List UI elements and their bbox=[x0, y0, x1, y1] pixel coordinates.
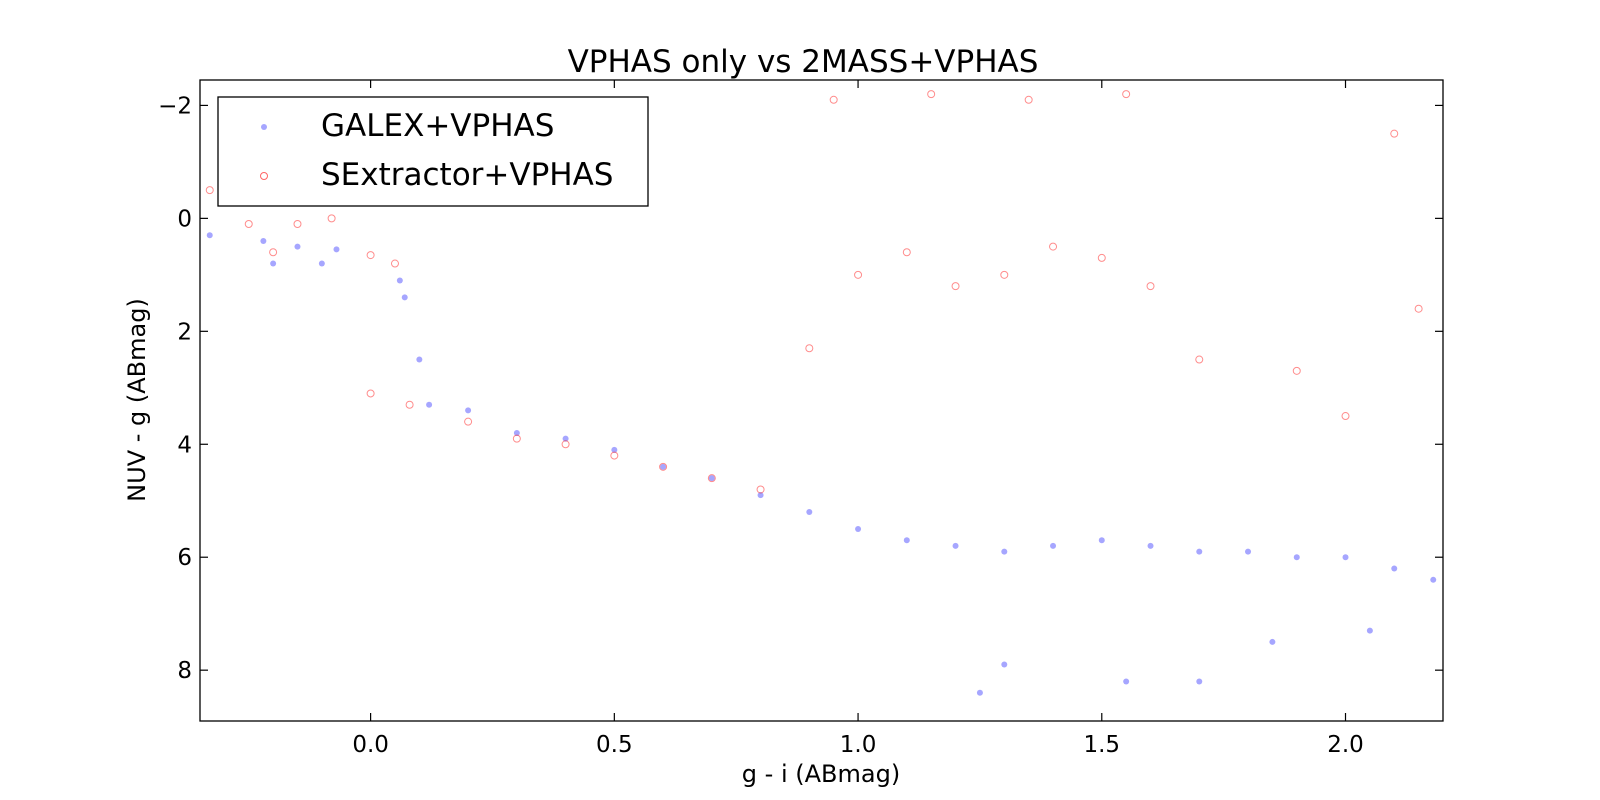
data-point bbox=[1391, 565, 1398, 572]
data-point bbox=[1097, 253, 1106, 262]
data-point bbox=[1000, 270, 1009, 279]
data-point bbox=[952, 542, 959, 549]
data-point bbox=[1196, 548, 1203, 555]
data-point bbox=[1123, 678, 1130, 685]
data-point bbox=[660, 463, 667, 470]
data-point bbox=[1342, 554, 1349, 561]
data-point bbox=[854, 270, 863, 279]
data-point bbox=[1245, 548, 1252, 555]
data-point bbox=[206, 232, 213, 239]
data-point bbox=[1430, 576, 1437, 583]
data-point bbox=[855, 525, 862, 532]
data-point bbox=[1292, 366, 1301, 375]
data-point bbox=[1195, 355, 1204, 364]
data-point bbox=[327, 214, 336, 223]
data-point bbox=[756, 485, 765, 494]
data-point bbox=[401, 294, 408, 301]
y-axis: −2 0 2 4 6 8 bbox=[158, 93, 1443, 684]
plot-frame bbox=[199, 79, 1444, 722]
data-point bbox=[1024, 95, 1033, 104]
data-point bbox=[405, 400, 414, 409]
data-point bbox=[1341, 412, 1350, 421]
y-tick-label: −2 bbox=[158, 93, 192, 119]
data-point bbox=[1049, 242, 1058, 251]
data-point bbox=[659, 462, 668, 471]
data-point bbox=[1147, 542, 1154, 549]
data-point bbox=[1293, 554, 1300, 561]
data-point bbox=[1098, 537, 1105, 544]
x-axis-label: g - i (ABmag) bbox=[742, 760, 900, 788]
data-point bbox=[561, 440, 570, 449]
data-point bbox=[333, 246, 340, 253]
data-point bbox=[464, 417, 473, 426]
data-point bbox=[707, 474, 716, 483]
legend-box bbox=[217, 96, 649, 207]
legend-label-sextractor-vphas: SExtractor+VPHAS bbox=[321, 157, 614, 193]
y-tick-label: 8 bbox=[177, 658, 192, 684]
data-point bbox=[1269, 638, 1276, 645]
data-point bbox=[1366, 627, 1373, 634]
y-tick-label: 6 bbox=[177, 545, 192, 571]
y-axis-label: NUV - g (ABmag) bbox=[123, 298, 151, 502]
legend-marker-sextractor-vphas bbox=[260, 172, 268, 180]
data-point bbox=[951, 282, 960, 291]
data-point bbox=[1001, 548, 1008, 555]
data-point bbox=[426, 401, 433, 408]
x-tick-label: 1.5 bbox=[1083, 732, 1120, 758]
data-point bbox=[1001, 661, 1008, 668]
data-point bbox=[270, 260, 277, 267]
data-point bbox=[513, 429, 520, 436]
legend-marker-galex-vphas bbox=[261, 124, 267, 130]
data-point bbox=[1146, 282, 1155, 291]
series-1 bbox=[205, 90, 1423, 494]
data-point bbox=[829, 95, 838, 104]
data-point bbox=[244, 220, 253, 229]
chart-title: VPHAS only vs 2MASS+VPHAS bbox=[568, 44, 1039, 80]
data-point bbox=[903, 537, 910, 544]
data-point bbox=[396, 277, 403, 284]
data-point bbox=[805, 344, 814, 353]
x-axis: 0.0 0.5 1.0 1.5 2.0 bbox=[352, 80, 1364, 758]
y-tick-label: 4 bbox=[177, 432, 192, 458]
data-point bbox=[1196, 678, 1203, 685]
data-point bbox=[902, 248, 911, 257]
data-point bbox=[390, 259, 399, 268]
legend-label-galex-vphas: GALEX+VPHAS bbox=[321, 108, 554, 144]
data-point bbox=[976, 689, 983, 696]
y-tick-label: 0 bbox=[177, 206, 192, 232]
data-point bbox=[1050, 542, 1057, 549]
x-tick-label: 0.0 bbox=[352, 732, 389, 758]
data-point bbox=[293, 220, 302, 229]
data-point bbox=[806, 509, 813, 516]
data-point bbox=[318, 260, 325, 267]
data-point bbox=[205, 186, 214, 195]
data-point bbox=[757, 492, 764, 499]
data-point bbox=[366, 251, 375, 260]
data-point bbox=[1390, 129, 1399, 138]
data-point bbox=[269, 248, 278, 257]
data-point bbox=[416, 356, 423, 363]
x-tick-label: 2.0 bbox=[1327, 732, 1364, 758]
data-point bbox=[366, 389, 375, 398]
x-tick-label: 0.5 bbox=[596, 732, 633, 758]
data-point bbox=[1122, 90, 1131, 99]
y-tick-label: 2 bbox=[177, 319, 192, 345]
data-point bbox=[611, 446, 618, 453]
data-point bbox=[512, 434, 521, 443]
data-point bbox=[610, 451, 619, 460]
data-point bbox=[562, 435, 569, 442]
legend: GALEX+VPHAS SExtractor+VPHAS bbox=[217, 96, 649, 207]
data-point bbox=[708, 475, 715, 482]
x-tick-label: 1.0 bbox=[840, 732, 877, 758]
data-point bbox=[1414, 304, 1423, 313]
data-point bbox=[927, 90, 936, 99]
data-point bbox=[465, 407, 472, 414]
data-point bbox=[260, 237, 267, 244]
data-point bbox=[294, 243, 301, 250]
